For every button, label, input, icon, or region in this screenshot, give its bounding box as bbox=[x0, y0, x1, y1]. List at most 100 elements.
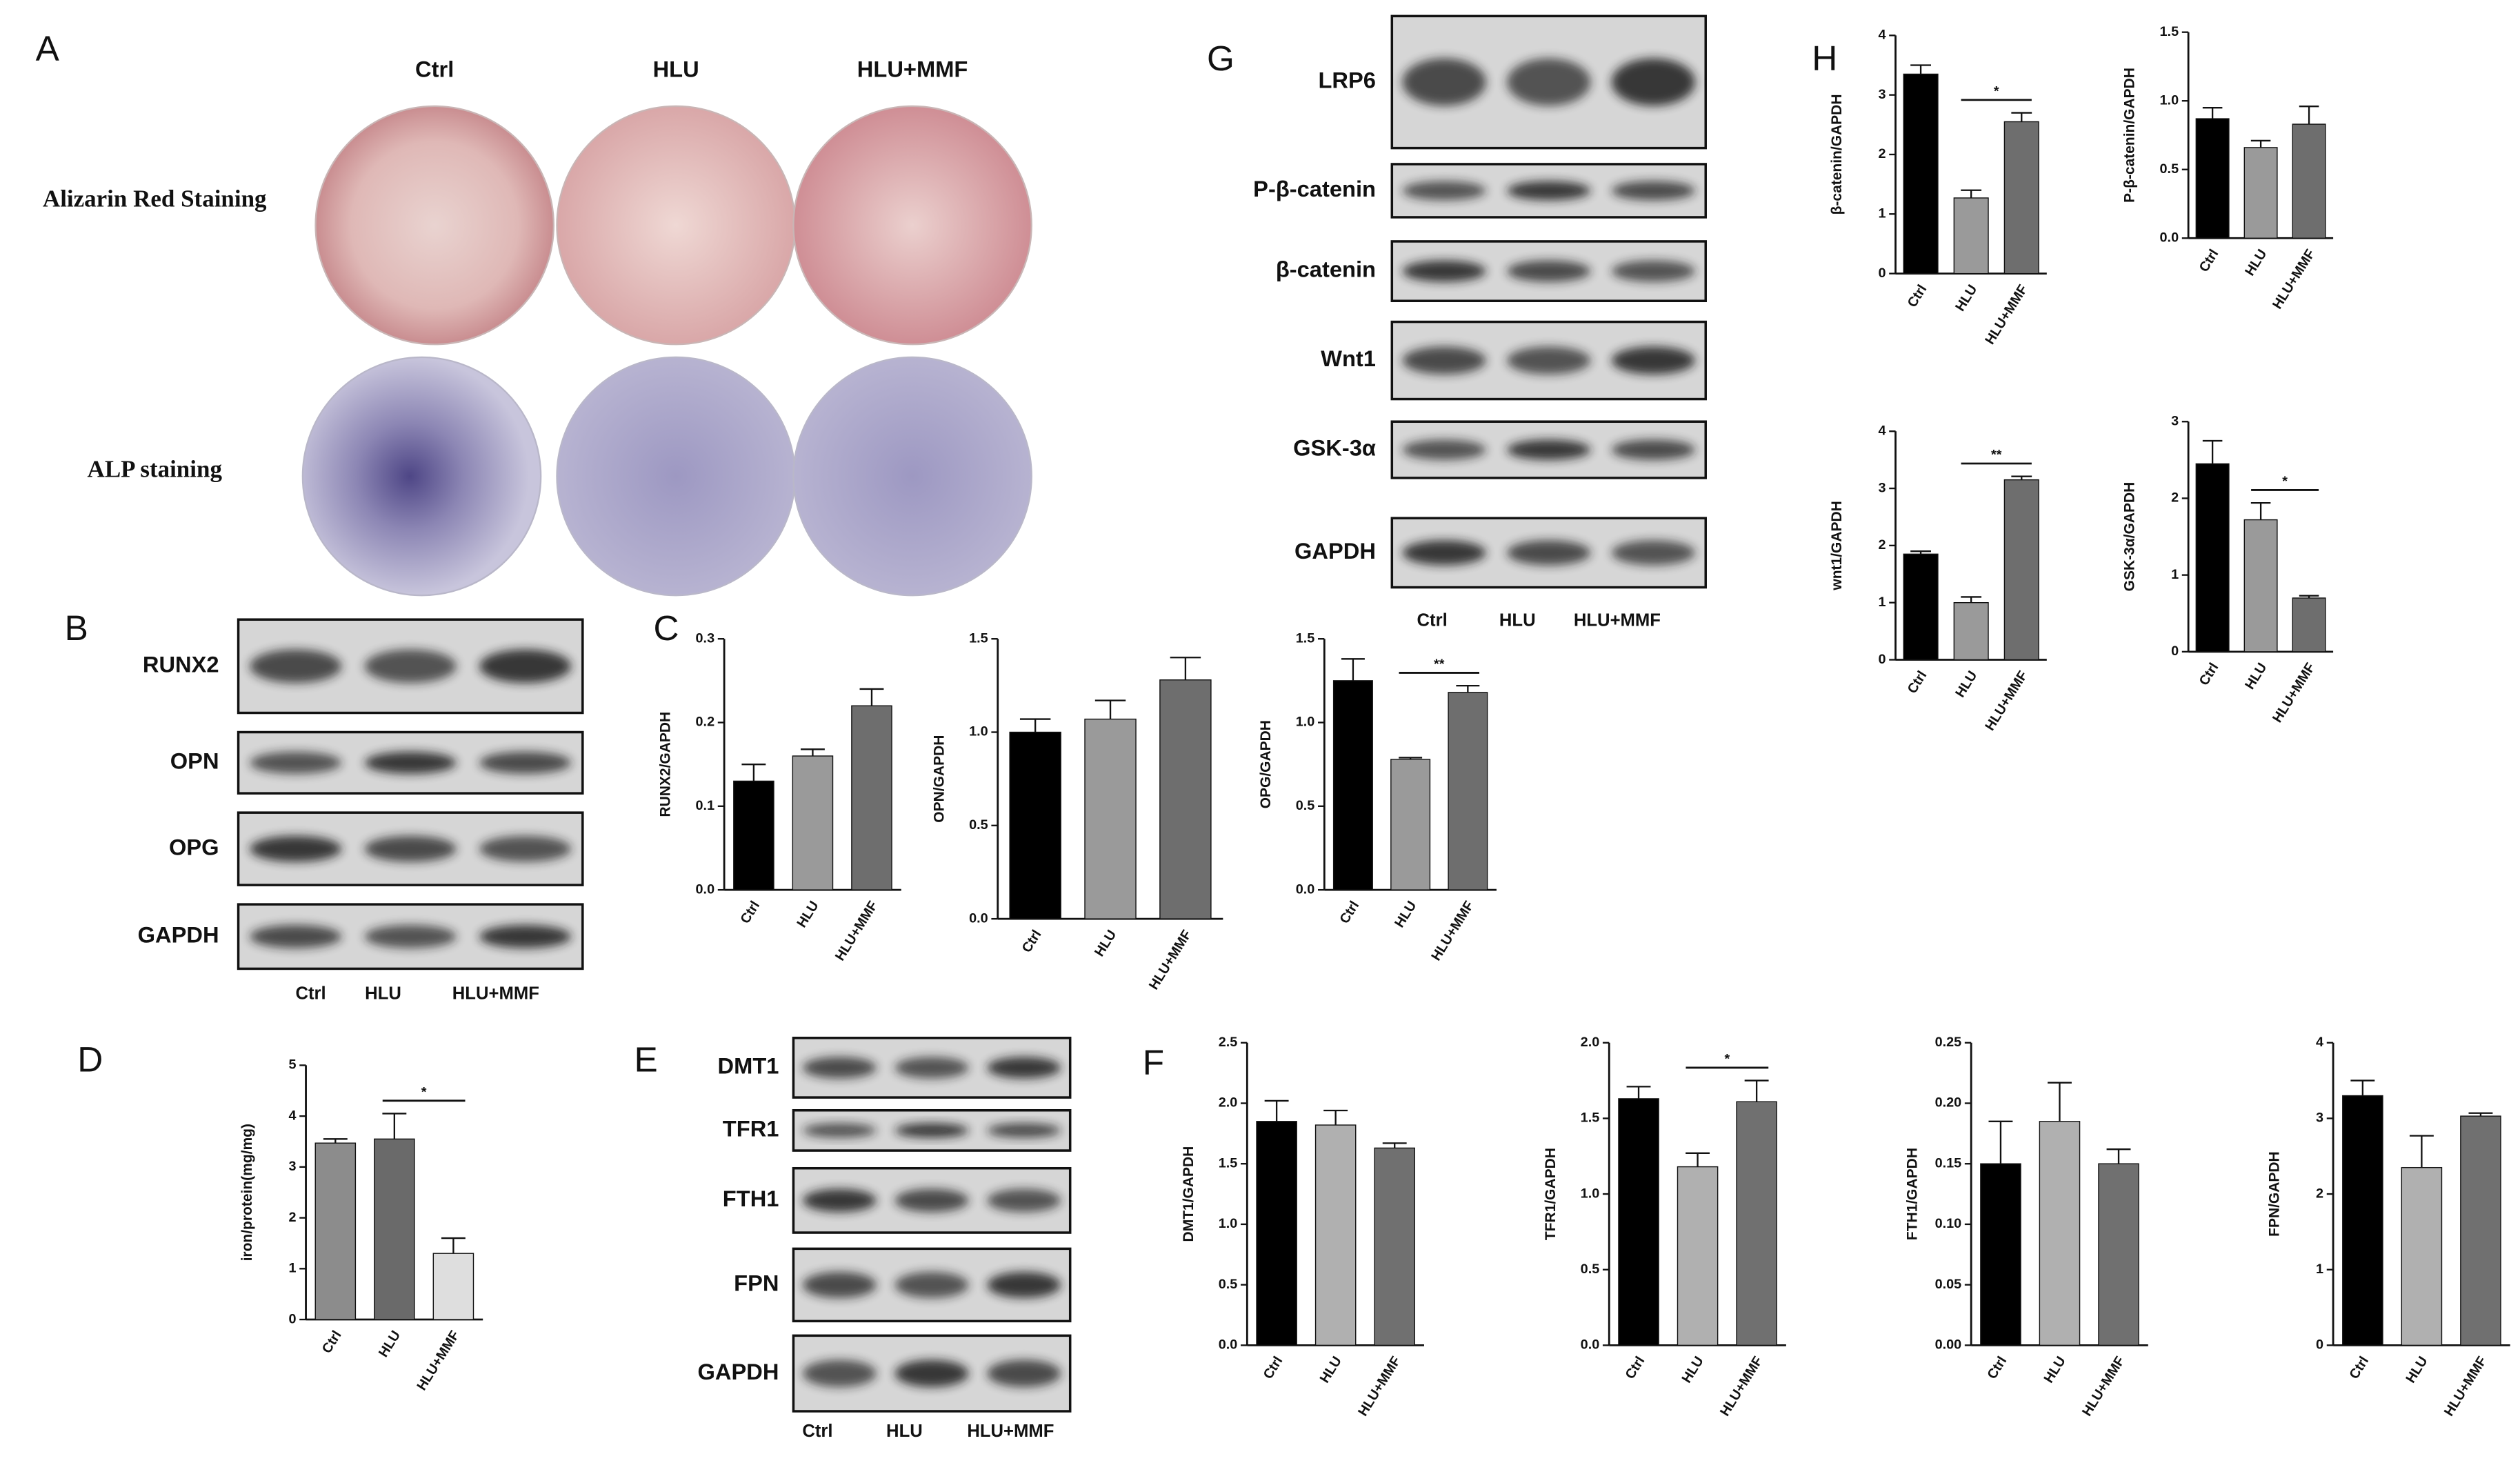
y-tick-label: 3 bbox=[2171, 413, 2179, 428]
y-axis-label: OPN/GAPDH bbox=[931, 735, 947, 823]
bar-chart: 0.0 0.5 1.0 1.5 P-β-catenin/GAPDH Ctrl HLU HLU+… bbox=[2122, 24, 2334, 312]
bar-chart: 0.0 0.5 1.0 1.5 OPG/GAPDH Ctrl HLU HLU+MMF ** bbox=[1258, 630, 1497, 964]
panel-label: H bbox=[1812, 39, 1837, 78]
y-axis-label: β-catenin/GAPDH bbox=[1829, 94, 1845, 215]
x-tick-label: HLU bbox=[2242, 660, 2270, 692]
blot-band bbox=[1402, 346, 1486, 375]
lane-label: HLU bbox=[886, 1422, 923, 1441]
x-tick-label: Ctrl bbox=[2346, 1354, 2372, 1382]
x-tick-label: HLU+MMF bbox=[832, 899, 881, 964]
y-tick-label: 2.0 bbox=[1581, 1035, 1600, 1050]
dish bbox=[556, 356, 796, 597]
y-tick-label: 2 bbox=[2171, 490, 2179, 506]
lane-label: HLU+MMF bbox=[1574, 610, 1661, 630]
bar bbox=[2292, 597, 2326, 653]
blot-label: P-β-catenin bbox=[1253, 176, 1376, 201]
blot-band bbox=[802, 1057, 877, 1079]
bar bbox=[2039, 1121, 2081, 1346]
y-tick-label: 1.5 bbox=[969, 630, 988, 646]
bar bbox=[2243, 519, 2278, 653]
y-tick-label: 4 bbox=[289, 1108, 297, 1123]
blot-label: GAPDH bbox=[698, 1359, 779, 1384]
bar bbox=[1953, 197, 1989, 275]
blot-band bbox=[987, 1360, 1061, 1387]
y-tick-label: 1.0 bbox=[1581, 1186, 1600, 1201]
lane-label: HLU bbox=[365, 984, 401, 1004]
bar bbox=[1903, 553, 1939, 661]
blot-label: TFR1 bbox=[723, 1116, 779, 1142]
bar bbox=[1448, 692, 1488, 890]
blot-band bbox=[479, 649, 572, 684]
lane-label: Ctrl bbox=[1417, 610, 1448, 630]
blot-band bbox=[250, 835, 342, 862]
x-tick-label: HLU+MMF bbox=[1982, 282, 2030, 347]
blot-band bbox=[1402, 181, 1486, 201]
panel-label: C bbox=[653, 608, 679, 648]
blot-band bbox=[364, 835, 457, 862]
blot-band bbox=[802, 1123, 877, 1138]
y-tick-label: 0.1 bbox=[696, 798, 715, 813]
y-tick-label: 5 bbox=[289, 1057, 297, 1073]
bar-chart: 0 1 2 3 GSK-3α/GAPDH Ctrl HLU HLU+MMF * bbox=[2122, 413, 2334, 726]
x-tick-label: HLU bbox=[2403, 1354, 2430, 1386]
blot-band bbox=[1507, 346, 1591, 375]
blot-band bbox=[1507, 439, 1591, 460]
blot-band bbox=[1507, 181, 1591, 201]
bar bbox=[1084, 718, 1137, 919]
panel-label: E bbox=[634, 1039, 657, 1079]
y-tick-label: 2.0 bbox=[1219, 1095, 1238, 1111]
y-tick-label: 4 bbox=[1878, 28, 1886, 43]
y-tick-label: 4 bbox=[1878, 423, 1886, 438]
x-tick-label: HLU bbox=[1952, 668, 1980, 700]
y-tick-label: 1.0 bbox=[969, 724, 988, 739]
x-tick-label: Ctrl bbox=[2197, 660, 2222, 688]
y-tick-label: 0.2 bbox=[696, 715, 715, 730]
y-tick-label: 0 bbox=[1878, 652, 1886, 667]
bar bbox=[1953, 601, 1989, 661]
y-tick-label: 0.0 bbox=[1581, 1337, 1600, 1353]
x-tick-label: HLU bbox=[2041, 1354, 2069, 1386]
y-axis-label: GSK-3α/GAPDH bbox=[2122, 482, 2138, 592]
x-tick-label: HLU+MMF bbox=[1146, 928, 1194, 993]
blot-label: LRP6 bbox=[1318, 68, 1375, 93]
staining-dishes bbox=[301, 105, 1032, 597]
blot-label: GSK-3α bbox=[1293, 435, 1376, 461]
blot-band bbox=[364, 924, 457, 948]
bar bbox=[2292, 123, 2326, 239]
y-tick-label: 0 bbox=[289, 1311, 297, 1326]
y-axis-label: FPN/GAPDH bbox=[2267, 1151, 2283, 1237]
panel-label: G bbox=[1207, 39, 1234, 78]
x-tick-label: HLU bbox=[1092, 928, 1119, 959]
panel-label: F bbox=[1143, 1043, 1164, 1082]
significance-label: ** bbox=[1991, 448, 2002, 463]
bar-chart: 0.0 0.1 0.2 0.3 RUNX2/GAPDH Ctrl HLU HLU+MMF bbox=[658, 630, 901, 964]
blot-label: Wnt1 bbox=[1321, 346, 1376, 371]
lane-label: HLU+MMF bbox=[452, 984, 539, 1004]
y-tick-label: 1.5 bbox=[1219, 1155, 1238, 1171]
bar bbox=[733, 780, 774, 890]
x-tick-label: HLU bbox=[376, 1328, 403, 1360]
blot-label: β-catenin bbox=[1276, 257, 1376, 282]
y-tick-label: 2 bbox=[1878, 146, 1886, 161]
bar bbox=[2003, 121, 2039, 275]
y-tick-label: 1.5 bbox=[2160, 24, 2179, 39]
y-tick-label: 2 bbox=[2316, 1186, 2323, 1201]
bar-chart: 0 1 2 3 4 wnt1/GAPDH Ctrl HLU HLU+MMF ** bbox=[1829, 423, 2047, 733]
panel-label: B bbox=[65, 608, 88, 648]
stain-column: Ctrl bbox=[415, 56, 454, 81]
stain-row: ALP staining bbox=[88, 456, 223, 483]
bar bbox=[2460, 1115, 2501, 1346]
bar bbox=[1903, 73, 1939, 275]
blot-band bbox=[802, 1271, 877, 1298]
bar bbox=[1374, 1147, 1415, 1346]
x-tick-label: Ctrl bbox=[319, 1328, 345, 1356]
lane-label: Ctrl bbox=[802, 1422, 832, 1441]
bar bbox=[1677, 1166, 1719, 1346]
blot-band bbox=[1611, 260, 1696, 282]
x-tick-label: Ctrl bbox=[1905, 282, 1930, 310]
y-axis-label: OPG/GAPDH bbox=[1258, 720, 1274, 808]
y-axis-label: FTH1/GAPDH bbox=[1905, 1148, 1921, 1240]
x-tick-label: HLU+MMF bbox=[2079, 1354, 2128, 1419]
bar-chart: 0.0 0.5 1.0 1.5 2.0 TFR1/GAPDH Ctrl HLU HLU+MMF * bbox=[1543, 1035, 1786, 1419]
